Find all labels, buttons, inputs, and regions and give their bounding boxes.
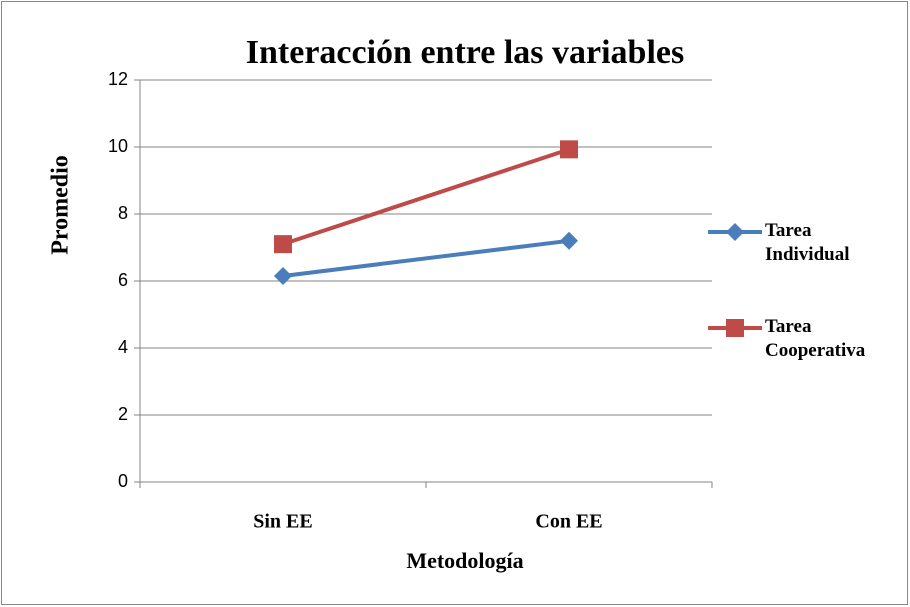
- x-tick-label: Sin EE: [253, 511, 312, 533]
- legend-marker: [726, 223, 744, 241]
- marker: [560, 140, 578, 159]
- marker: [560, 231, 578, 250]
- y-axis-label: Promedio: [48, 155, 74, 255]
- y-tick-label: 10: [108, 136, 128, 156]
- y-tick-label: 12: [108, 69, 128, 89]
- x-tick-label: Con EE: [535, 511, 602, 533]
- marker: [274, 266, 292, 285]
- legend-label: Tarea Individual: [765, 220, 850, 265]
- y-tick-label: 2: [118, 404, 128, 424]
- y-tick-label: 8: [118, 203, 128, 223]
- y-tick-label: 6: [118, 270, 128, 290]
- series-line: [282, 147, 570, 247]
- series-line: [282, 238, 570, 278]
- y-tick-label: 4: [118, 337, 128, 357]
- x-axis-label: Metodología: [406, 548, 523, 573]
- legend-label: Tarea Cooperativa: [765, 316, 866, 361]
- marker: [274, 235, 292, 254]
- legend-marker: [726, 319, 744, 337]
- y-tick-label: 0: [118, 471, 128, 491]
- chart-title: Interacción entre las variables: [246, 34, 684, 71]
